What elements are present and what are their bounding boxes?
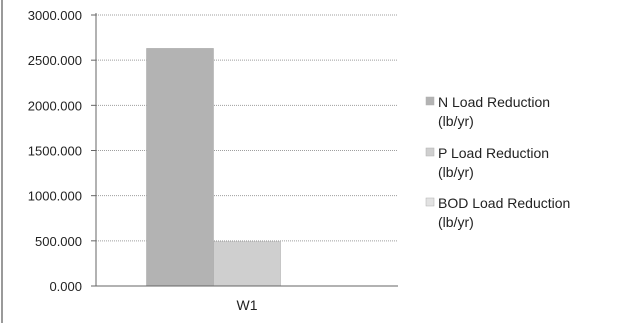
legend-label: N Load Reduction (lb/yr) bbox=[438, 94, 550, 129]
x-tick-label: W1 bbox=[237, 297, 258, 313]
left-border bbox=[1, 0, 3, 323]
y-tick-label: 2000.000 bbox=[28, 98, 82, 113]
x-axis-ticks: W1 bbox=[237, 297, 258, 313]
axes bbox=[95, 13, 398, 287]
legend-label: BOD Load Reduction (lb/yr) bbox=[438, 195, 570, 230]
legend-swatch bbox=[425, 96, 435, 106]
legend-swatch bbox=[425, 197, 435, 207]
bars bbox=[146, 48, 281, 287]
legend: N Load Reduction (lb/yr) P Load Reduction(… bbox=[425, 94, 570, 230]
legend-label: P Load Reduction (lb/yr) bbox=[438, 145, 549, 180]
y-tick-label: 500.000 bbox=[35, 234, 82, 249]
y-tick-label: 1000.000 bbox=[28, 189, 82, 204]
gridlines bbox=[96, 14, 398, 242]
bar bbox=[146, 48, 214, 287]
bar bbox=[213, 241, 281, 287]
y-tick-label: 0.000 bbox=[49, 279, 82, 294]
y-tick-label: 2500.000 bbox=[28, 53, 82, 68]
y-axis-ticks: 0.000 500.000 1000.000 1500.000 2000.000 2500… bbox=[28, 8, 96, 294]
y-tick-label: 3000.000 bbox=[28, 8, 82, 23]
y-tick-label: 1500.000 bbox=[28, 144, 82, 159]
legend-swatch bbox=[425, 147, 435, 157]
